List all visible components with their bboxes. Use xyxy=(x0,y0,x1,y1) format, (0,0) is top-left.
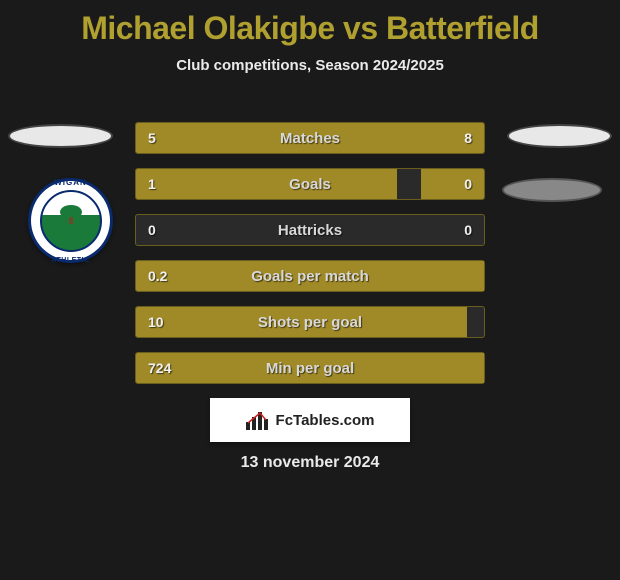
stat-row: Goals1 0 xyxy=(135,168,485,200)
stat-value-left: 5 xyxy=(136,123,168,153)
club-crest-wigan: WIGAN ATHLETIC xyxy=(28,178,113,263)
footer-site-text: FcTables.com xyxy=(276,412,375,429)
stat-value-right: 8 xyxy=(452,123,484,153)
stat-value-left: 724 xyxy=(136,353,183,383)
crest-bottom-text: ATHLETIC xyxy=(51,257,89,264)
stat-row: Min per goal724 xyxy=(135,352,485,384)
footer-date: 13 november 2024 xyxy=(0,454,620,472)
fctables-logo-icon xyxy=(246,410,270,430)
stat-label: Shots per goal xyxy=(136,307,484,337)
stats-bars-container: Matches58Goals10Hattricks00Goals per mat… xyxy=(135,122,485,398)
team-badge-right-top xyxy=(507,124,612,148)
stat-value-right: 0 xyxy=(452,169,484,199)
stat-value-right: 0 xyxy=(452,215,484,245)
stat-value-left: 0.2 xyxy=(136,261,179,291)
stat-label: Matches xyxy=(136,123,484,153)
stat-label: Goals per match xyxy=(136,261,484,291)
page-subtitle: Club competitions, Season 2024/2025 xyxy=(0,57,620,74)
stat-row: Hattricks0 0 xyxy=(135,214,485,246)
crest-top-text: WIGAN xyxy=(54,178,87,187)
team-badge-right-second xyxy=(502,178,602,202)
tree-icon xyxy=(57,204,85,226)
stat-label: Hattricks xyxy=(136,215,484,245)
stat-value-left: 0 xyxy=(136,215,168,245)
stat-value-left: 10 xyxy=(136,307,176,337)
stat-label: Goals xyxy=(136,169,484,199)
stat-row: Shots per goal10 xyxy=(135,306,485,338)
stat-label: Min per goal xyxy=(136,353,484,383)
stat-value-left: 1 xyxy=(136,169,168,199)
stat-row: Matches5 8 xyxy=(135,122,485,154)
stat-row: Goals per match0.2 xyxy=(135,260,485,292)
team-badge-left-top xyxy=(8,124,113,148)
footer-site-badge[interactable]: FcTables.com xyxy=(210,398,410,442)
page-title: Michael Olakigbe vs Batterfield xyxy=(0,0,620,47)
